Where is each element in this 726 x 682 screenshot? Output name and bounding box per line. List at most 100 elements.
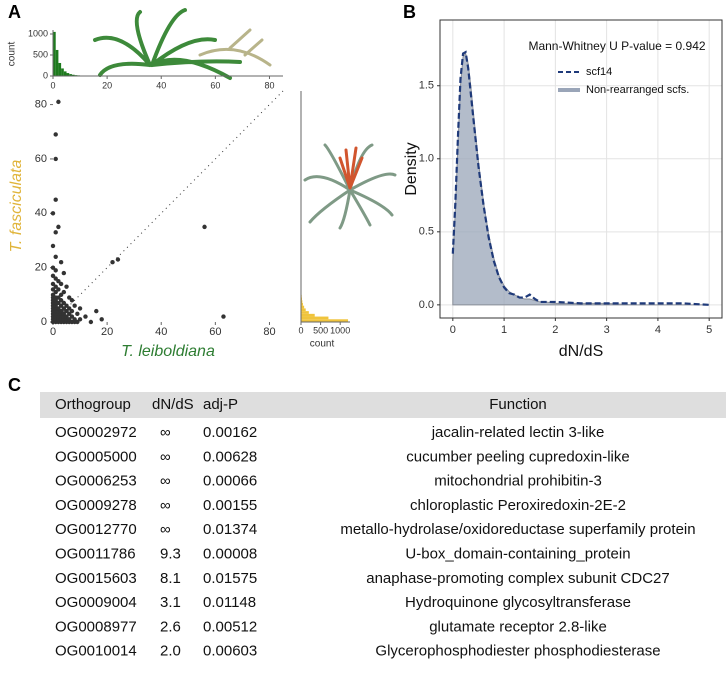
point xyxy=(69,298,75,303)
table-cell: OG0009278 xyxy=(55,497,137,514)
point xyxy=(83,314,88,319)
table-cell: ∞ xyxy=(160,424,171,441)
table-cell: ∞ xyxy=(160,497,171,514)
x-tick-label: 0 xyxy=(50,80,55,90)
point xyxy=(64,284,69,289)
point xyxy=(69,314,75,319)
bar xyxy=(301,302,303,306)
y-tick-label: 80 xyxy=(35,98,47,110)
point xyxy=(50,292,56,298)
table-cell: OG0015603 xyxy=(55,570,137,587)
bar xyxy=(301,316,329,320)
table-cell: 0.00628 xyxy=(203,448,257,465)
table-header-band xyxy=(40,392,726,418)
density-line xyxy=(451,50,710,306)
bar xyxy=(61,68,64,76)
point xyxy=(50,281,56,287)
table-cell: ∞ xyxy=(160,473,171,490)
bar xyxy=(301,308,306,312)
point xyxy=(61,270,67,276)
point xyxy=(99,317,104,322)
table-header-cell: adj-P xyxy=(203,396,238,413)
point xyxy=(61,289,67,295)
panel-label: B xyxy=(403,2,416,22)
point xyxy=(50,243,56,249)
point xyxy=(58,298,64,303)
point xyxy=(64,314,69,319)
table-cell: 8.1 xyxy=(160,570,181,587)
point xyxy=(221,314,226,319)
x-tick-label: 40 xyxy=(155,326,167,338)
point xyxy=(50,287,56,292)
legend-label: scf14 xyxy=(586,66,612,78)
table-cell: OG0012770 xyxy=(55,521,137,538)
table-cell: ∞ xyxy=(160,521,171,538)
table-cell: chloroplastic Peroxiredoxin-2E-2 xyxy=(410,497,626,514)
table-cell: 0.01148 xyxy=(203,594,256,611)
point xyxy=(56,287,61,292)
bar xyxy=(301,319,349,322)
table-cell: OG0006253 xyxy=(55,473,137,490)
table-cell: OG0011786 xyxy=(55,545,136,562)
point xyxy=(72,317,77,322)
bar xyxy=(71,74,75,76)
point xyxy=(61,300,67,306)
table-cell: 0.00162 xyxy=(203,424,257,441)
table-cell: 2.6 xyxy=(160,618,181,635)
x-tick-label: 60 xyxy=(210,80,220,90)
table-cell: OG0008977 xyxy=(55,618,137,635)
point xyxy=(61,311,67,317)
table-cell: 0.00512 xyxy=(203,618,257,635)
point xyxy=(53,276,58,281)
x-tick-label: 80 xyxy=(263,326,275,338)
table-cell: cucumber peeling cupredoxin-like xyxy=(406,448,629,465)
point xyxy=(58,292,64,298)
y-axis-title: T. fasciculata xyxy=(8,160,25,253)
y-tick-label: 40 xyxy=(35,207,47,219)
point xyxy=(67,295,72,300)
table-cell: anaphase-promoting complex subunit CDC27 xyxy=(366,570,670,587)
point xyxy=(94,308,99,314)
point xyxy=(56,306,61,311)
x-tick-label: 3 xyxy=(604,324,610,336)
point xyxy=(115,257,121,262)
y-tick-label: 20 xyxy=(35,262,47,274)
bar xyxy=(301,305,305,309)
point xyxy=(53,156,58,162)
point xyxy=(53,289,58,295)
point xyxy=(56,295,61,300)
table-cell: metallo-hydrolase/oxidoreductase superfa… xyxy=(340,521,695,538)
point xyxy=(58,281,64,287)
x-tick-label: 4 xyxy=(655,324,661,336)
table-cell: OG0010014 xyxy=(55,643,137,660)
y-tick-label: 500 xyxy=(33,49,48,59)
table-header-cell: dN/dS xyxy=(152,396,194,413)
panel-label: C xyxy=(8,375,21,395)
y-tick-label: 1.5 xyxy=(419,80,434,92)
point xyxy=(72,303,77,308)
table-cell: jacalin-related lectin 3-like xyxy=(431,424,605,441)
table-cell: 3.1 xyxy=(160,594,181,611)
point xyxy=(56,224,61,230)
x-tick-label: 0 xyxy=(50,326,56,338)
point xyxy=(88,319,94,325)
point xyxy=(53,284,58,289)
table-cell: mitochondrial prohibitin-3 xyxy=(434,473,602,490)
table-cell: 2.0 xyxy=(160,643,181,660)
point xyxy=(61,306,67,311)
point xyxy=(67,317,72,322)
table-cell: OG0002972 xyxy=(55,424,137,441)
x-tick-label: 0 xyxy=(298,325,303,335)
legend-label: Non-rearranged scfs. xyxy=(586,84,689,96)
bar xyxy=(53,31,56,76)
point xyxy=(77,306,83,311)
x-tick-label: 20 xyxy=(102,80,112,90)
reference-line xyxy=(52,90,284,323)
point xyxy=(69,308,75,314)
x-tick-label: 20 xyxy=(101,326,113,338)
table-cell: 9.3 xyxy=(160,545,181,562)
table-cell: glutamate receptor 2.8-like xyxy=(429,618,607,635)
plant-illustration xyxy=(303,143,397,230)
table-cell: ∞ xyxy=(160,448,171,465)
